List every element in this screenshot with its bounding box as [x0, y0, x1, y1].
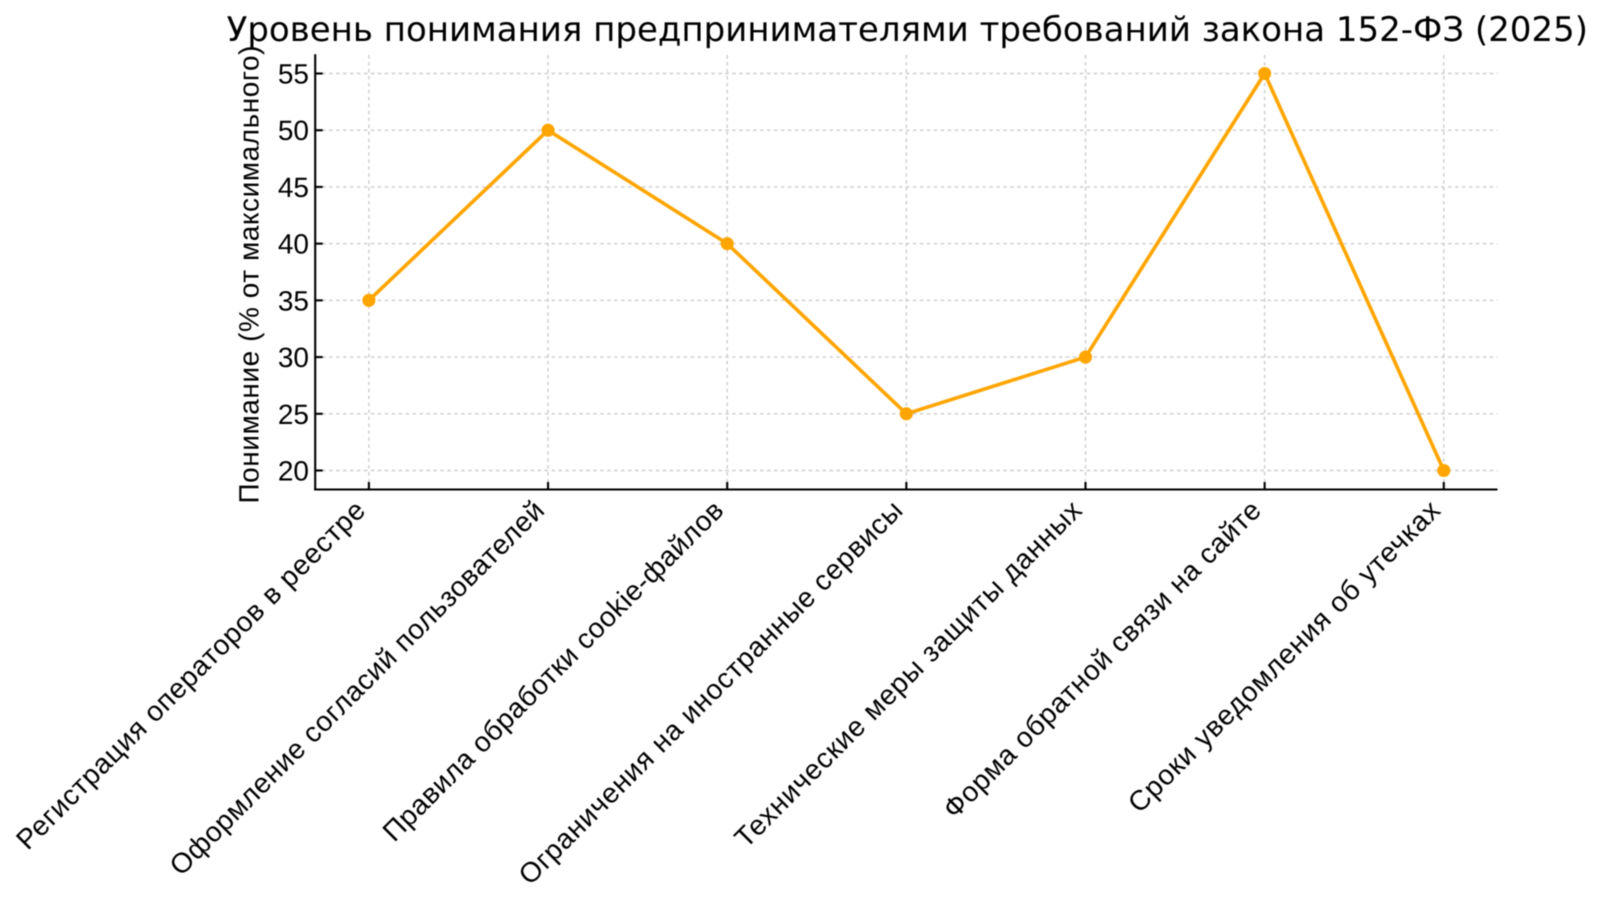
svg-text:55: 55	[278, 59, 309, 90]
svg-text:40: 40	[278, 229, 309, 260]
svg-text:Понимание (% от максимального): Понимание (% от максимального)	[234, 46, 265, 504]
svg-text:20: 20	[278, 456, 309, 487]
svg-text:25: 25	[278, 399, 309, 430]
svg-text:45: 45	[278, 172, 309, 203]
svg-text:30: 30	[278, 342, 309, 373]
svg-text:35: 35	[278, 285, 309, 316]
svg-text:50: 50	[278, 115, 309, 146]
